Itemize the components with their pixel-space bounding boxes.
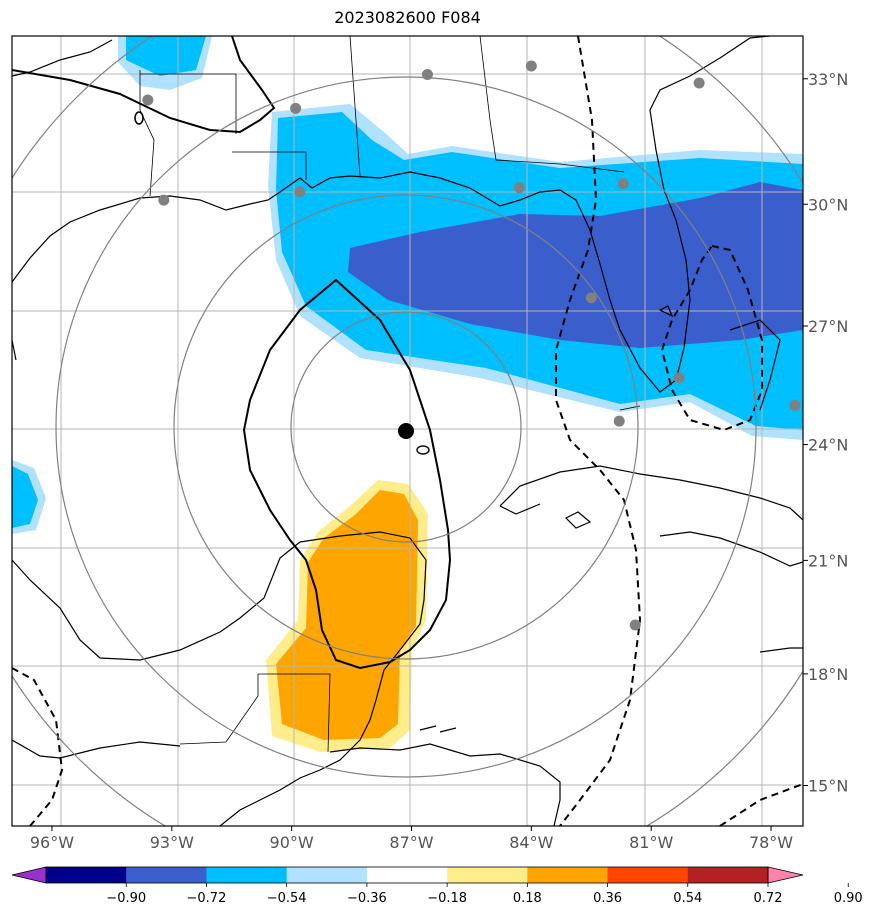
lon-tick-label: 96°W (30, 833, 74, 852)
colorbar-extend-min (11, 866, 47, 884)
lat-tick-label: 21°N (808, 551, 848, 570)
colorbar-tick-label: 0.72 (754, 891, 783, 906)
colorbar-segment (206, 867, 288, 883)
lat-tick-label: 30°N (808, 195, 848, 214)
station-dot (421, 69, 433, 81)
map-title: 2023082600 F084 (334, 8, 481, 27)
colorbar-segment (286, 867, 368, 883)
station-markers (142, 60, 801, 631)
colorbar-tick-label: 0.90 (834, 891, 863, 906)
dashed-contours (12, 36, 803, 826)
lon-tick-label: 78°W (749, 833, 793, 852)
negative-anomaly-shading (12, 36, 803, 534)
colorbar-segment (126, 867, 207, 883)
colorbar-tick-label: 0.54 (673, 891, 702, 906)
station-dot (513, 182, 525, 194)
lon-tick-label: 84°W (509, 833, 553, 852)
station-dot (290, 102, 302, 114)
station-dot (585, 292, 597, 304)
lat-tick-label: 27°N (808, 317, 848, 336)
station-dot (142, 94, 154, 106)
station-dot (294, 186, 306, 198)
lon-tick-label: 87°W (389, 833, 433, 852)
geopotential-contour-cell (134, 111, 144, 125)
station-dot (617, 178, 629, 190)
colorbar-tick-label: 0.36 (593, 891, 622, 906)
lon-tick-label: 81°W (629, 833, 673, 852)
colorbar-tick-label: −0.72 (187, 891, 227, 906)
positive-anomaly-shading (266, 480, 428, 752)
storm-center-marker (398, 423, 414, 439)
colorbar-segment (687, 867, 769, 883)
lat-tick-label: 18°N (808, 665, 848, 684)
colorbar-outline (45, 866, 769, 884)
lat-tick-label: 33°N (808, 70, 848, 89)
station-dot (693, 77, 705, 89)
colorbar: −0.90 −0.72 −0.54 −0.36 −0.18 0.18 0.36 0.54 0.7… (11, 866, 863, 906)
colorbar-segment (607, 867, 689, 883)
lon-tick-label: 90°W (270, 833, 314, 852)
colorbar-segment (447, 867, 528, 883)
station-dot (613, 415, 625, 427)
coastlines (12, 36, 803, 826)
map-layers (12, 36, 803, 826)
lon-tick-label: 93°W (150, 833, 194, 852)
station-dot (673, 372, 685, 384)
geopotential-contour (12, 36, 276, 134)
track-uncertainty-contour (242, 278, 452, 670)
colorbar-segment (366, 867, 448, 883)
colorbar-tick-label: −0.18 (427, 891, 467, 906)
small-closed-contour (416, 445, 430, 455)
colorbar-tick-label: 0.18 (513, 891, 542, 906)
colorbar-tick-label: −0.54 (267, 891, 307, 906)
latitude-tick-labels: 33°N 30°N 27°N 24°N 21°N 18°N 15°N (803, 70, 848, 795)
colorbar-extend-max (767, 866, 804, 884)
lat-tick-label: 15°N (808, 776, 848, 795)
colorbar-tick-label: −0.90 (106, 891, 146, 906)
station-dot (525, 60, 537, 72)
longitude-tick-labels: 96°W 93°W 90°W 87°W 84°W 81°W 78°W (30, 826, 793, 852)
station-dot (158, 194, 170, 206)
station-dot (629, 619, 641, 631)
colorbar-segment (527, 867, 609, 883)
colorbar-segment (46, 867, 127, 883)
lat-tick-label: 24°N (808, 436, 848, 455)
range-rings (12, 36, 803, 826)
station-dot (789, 399, 801, 411)
map-frame (11, 35, 804, 827)
colorbar-tick-label: −0.36 (347, 891, 387, 906)
political-boundaries (139, 36, 641, 753)
